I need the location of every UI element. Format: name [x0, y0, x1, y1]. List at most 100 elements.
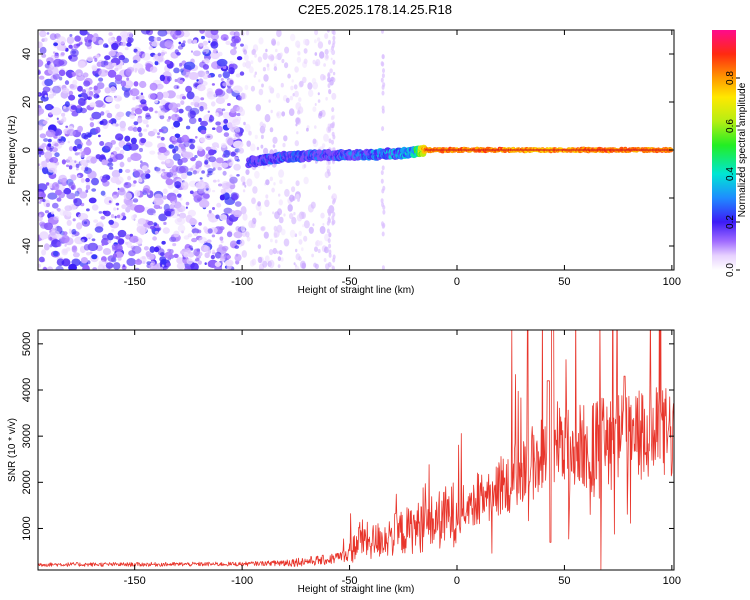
noise-speck: [230, 151, 236, 157]
noise-speck: [182, 40, 186, 44]
noise-speck: [210, 254, 215, 260]
noise-speck: [120, 41, 127, 47]
noise-speck: [314, 52, 318, 56]
noise-speck: [181, 172, 188, 180]
noise-speck: [234, 245, 239, 249]
noise-speck: [189, 143, 195, 150]
noise-speck: [95, 54, 100, 59]
y-tick-label: -20: [21, 190, 33, 206]
noise-speck: [278, 250, 283, 255]
noise-speck: [324, 246, 329, 254]
noise-speck: [380, 178, 384, 184]
noise-speck: [148, 93, 156, 100]
noise-speck: [93, 85, 98, 91]
noise-speck: [236, 112, 241, 117]
noise-speck: [264, 255, 270, 262]
noise-speck: [72, 79, 78, 86]
noise-speck: [85, 131, 93, 138]
noise-speck: [114, 215, 117, 219]
noise-speck: [250, 85, 255, 92]
noise-speck: [226, 87, 233, 94]
noise-speck: [160, 258, 167, 265]
spectrogram-x-label: Height of straight line (km): [298, 285, 415, 296]
noise-speck: [190, 262, 199, 270]
noise-speck: [266, 63, 270, 68]
noise-speck: [295, 248, 298, 253]
noise-speck: [38, 124, 44, 131]
noise-speck: [149, 246, 156, 253]
noise-speck: [185, 206, 188, 209]
noise-speck: [323, 63, 326, 67]
noise-speck: [224, 259, 234, 267]
noise-speck: [65, 211, 72, 217]
noise-speck: [120, 126, 126, 132]
colorbar-tick-label: 0.6: [725, 119, 736, 133]
noise-speck: [324, 33, 329, 39]
noise-speck: [48, 93, 54, 99]
y-tick-label: 40: [21, 48, 33, 60]
noise-speck: [197, 260, 202, 265]
spectrogram-heatmap: [38, 30, 673, 270]
noise-speck: [204, 252, 210, 259]
noise-speck: [102, 234, 109, 240]
noise-speck: [152, 236, 158, 241]
noise-speck: [140, 99, 147, 105]
noise-speck: [242, 213, 248, 221]
noise-speck: [271, 187, 275, 193]
noise-speck: [85, 140, 92, 146]
noise-speck: [76, 105, 82, 109]
noise-speck: [147, 220, 154, 226]
noise-speck: [307, 82, 313, 90]
noise-speck: [308, 89, 314, 97]
noise-speck: [194, 155, 198, 159]
noise-speck: [66, 36, 75, 44]
noise-speck: [153, 222, 157, 227]
noise-speck: [209, 114, 213, 119]
noise-speck: [96, 82, 105, 90]
noise-speck: [79, 30, 88, 36]
noise-speck: [113, 207, 117, 211]
noise-speck: [302, 76, 307, 84]
noise-speck: [77, 60, 86, 69]
noise-speck: [382, 185, 386, 191]
noise-speck: [186, 258, 193, 265]
noise-speck: [332, 257, 336, 263]
noise-speck: [43, 138, 49, 142]
noise-speck: [314, 103, 317, 106]
noise-speck: [320, 212, 325, 219]
noise-speck: [90, 156, 97, 164]
noise-speck: [199, 30, 205, 34]
noise-speck: [278, 169, 285, 178]
noise-speck: [114, 146, 120, 151]
noise-speck: [111, 243, 118, 250]
noise-speck: [178, 79, 184, 85]
noise-speck: [220, 34, 229, 41]
noise-speck: [208, 210, 212, 214]
noise-speck: [280, 257, 284, 262]
noise-speck: [222, 71, 230, 79]
noise-speck: [204, 262, 207, 265]
noise-speck: [208, 149, 216, 156]
noise-speck: [164, 251, 173, 259]
noise-speck: [84, 41, 92, 47]
noise-speck: [125, 198, 133, 207]
noise-speck: [269, 176, 273, 182]
noise-speck: [278, 216, 284, 224]
noise-speck: [287, 73, 291, 79]
noise-speck: [164, 210, 172, 217]
noise-speck: [324, 48, 329, 55]
noise-speck: [326, 30, 330, 33]
noise-speck: [182, 96, 186, 100]
noise-speck: [173, 120, 181, 128]
noise-speck: [63, 187, 72, 195]
noise-speck: [45, 117, 50, 121]
noise-speck: [83, 221, 88, 225]
noise-speck: [177, 193, 182, 198]
noise-speck: [197, 80, 200, 84]
y-tick-label: 20: [21, 96, 33, 108]
noise-speck: [216, 125, 223, 133]
noise-speck: [93, 219, 99, 223]
noise-speck: [212, 167, 216, 171]
noise-speck: [113, 235, 119, 239]
noise-speck: [91, 204, 99, 211]
